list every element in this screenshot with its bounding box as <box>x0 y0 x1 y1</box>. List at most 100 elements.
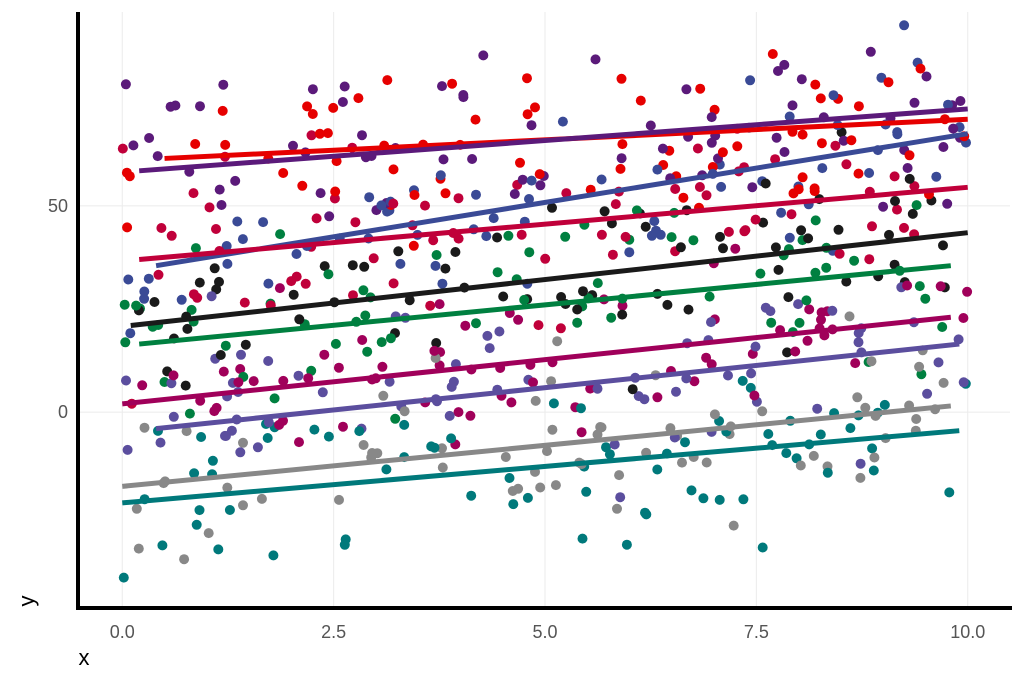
data-point <box>306 130 317 141</box>
data-point <box>868 465 879 476</box>
data-point <box>750 214 761 225</box>
data-point <box>935 281 946 292</box>
data-point <box>471 189 481 200</box>
data-point <box>360 310 371 321</box>
data-point <box>381 464 392 475</box>
data-point <box>425 300 436 311</box>
data-point <box>294 314 305 325</box>
data-point <box>137 380 148 391</box>
data-point <box>237 234 248 245</box>
data-point <box>773 66 783 76</box>
data-point <box>458 90 469 100</box>
data-point <box>816 307 827 318</box>
data-point <box>494 326 505 337</box>
data-point <box>258 217 269 228</box>
data-point <box>122 222 133 233</box>
data-point <box>194 277 205 288</box>
data-point <box>796 74 807 85</box>
data-point <box>714 494 725 505</box>
data-point <box>615 492 626 503</box>
data-point <box>902 280 913 291</box>
data-point <box>542 446 552 457</box>
data-point <box>515 157 525 168</box>
data-point <box>214 184 225 195</box>
data-point <box>353 93 364 104</box>
data-point <box>278 375 289 386</box>
data-point <box>388 164 399 175</box>
data-point <box>666 232 677 243</box>
data-point <box>446 381 457 392</box>
data-point <box>867 221 877 232</box>
data-point <box>128 140 139 151</box>
fit-line <box>122 314 952 407</box>
data-point <box>786 209 797 220</box>
data-point <box>256 493 267 504</box>
data-point <box>376 337 387 348</box>
data-point <box>803 233 814 244</box>
data-point <box>434 360 445 371</box>
fit-line <box>130 230 969 328</box>
data-point <box>329 193 340 204</box>
data-point <box>364 192 375 203</box>
data-point <box>359 261 370 272</box>
data-point <box>809 186 820 197</box>
data-point <box>942 198 953 209</box>
data-point <box>186 304 197 315</box>
data-point <box>143 273 154 284</box>
data-point <box>615 163 626 174</box>
grid <box>80 12 1010 606</box>
data-point <box>773 264 784 275</box>
data-point <box>787 100 798 111</box>
data-point <box>782 347 793 358</box>
data-point <box>350 217 361 228</box>
data-point <box>378 390 389 401</box>
data-point <box>348 290 358 301</box>
data-point <box>274 283 285 294</box>
data-point <box>524 194 534 204</box>
data-point <box>866 356 877 367</box>
data-point <box>440 188 451 199</box>
data-point <box>681 373 692 384</box>
data-point <box>377 361 388 372</box>
data-point <box>357 130 367 141</box>
data-point <box>149 297 160 307</box>
data-point <box>671 386 681 397</box>
fit-line <box>122 428 960 506</box>
data-point <box>745 382 756 393</box>
data-point <box>962 286 973 297</box>
data-point <box>120 79 131 90</box>
data-point <box>118 572 129 583</box>
data-point <box>846 135 857 146</box>
data-point <box>576 427 587 438</box>
data-point <box>572 304 583 315</box>
fit-line <box>155 131 969 269</box>
data-point <box>737 375 748 386</box>
data-point <box>430 260 441 271</box>
data-point <box>513 314 524 325</box>
fit-line <box>155 341 960 432</box>
data-point <box>902 163 913 173</box>
data-point <box>922 388 933 399</box>
data-point <box>607 249 618 260</box>
data-point <box>288 289 299 300</box>
data-point <box>617 300 628 311</box>
data-point <box>319 261 330 272</box>
data-point <box>784 111 795 122</box>
data-point <box>311 213 322 224</box>
data-point <box>240 339 251 350</box>
data-point <box>123 274 134 285</box>
data-point <box>810 215 821 226</box>
data-point <box>657 143 668 154</box>
data-point <box>707 162 718 172</box>
data-point <box>236 349 246 360</box>
data-point <box>853 337 864 348</box>
data-point <box>190 243 201 254</box>
data-point <box>437 81 447 92</box>
data-point <box>915 63 926 74</box>
data-point <box>218 79 229 90</box>
fit-line <box>138 106 968 174</box>
data-point <box>181 426 192 437</box>
data-point <box>560 231 571 242</box>
data-point <box>533 320 544 331</box>
data-point <box>121 375 131 386</box>
